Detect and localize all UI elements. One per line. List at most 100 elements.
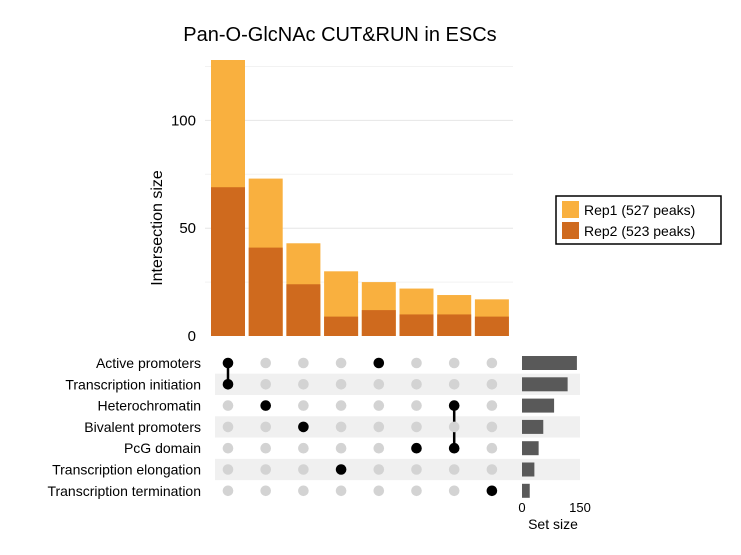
matrix-row-stripe xyxy=(215,373,580,395)
bar-rep2 xyxy=(399,314,434,336)
matrix-dot-inactive xyxy=(260,464,272,475)
matrix-dot-inactive xyxy=(373,379,385,390)
matrix-dot-active xyxy=(222,357,234,369)
bar-rep2 xyxy=(211,187,245,336)
legend-swatch xyxy=(562,201,579,218)
matrix-dot-inactive xyxy=(411,400,422,411)
matrix-dot-inactive xyxy=(448,379,460,390)
set-size-bar xyxy=(522,441,539,456)
matrix-dot-inactive xyxy=(373,464,385,475)
matrix-layer xyxy=(222,357,498,497)
matrix-dot-active xyxy=(373,357,385,369)
matrix-dot-inactive xyxy=(411,485,422,497)
matrix-dot-inactive xyxy=(448,464,460,475)
matrix-dot-inactive xyxy=(373,442,385,454)
stripes-layer xyxy=(215,373,580,481)
matrix-dot-inactive xyxy=(411,464,422,475)
set-label: Heterochromatin xyxy=(98,398,202,414)
matrix-dot-inactive xyxy=(486,421,498,433)
bar-rep2 xyxy=(361,310,396,336)
matrix-dot-active xyxy=(486,485,498,497)
set-size-bar xyxy=(522,419,544,434)
matrix-dot-inactive xyxy=(486,357,498,369)
set-size-bar xyxy=(522,398,555,413)
matrix-dot-inactive xyxy=(298,442,309,454)
set-size-bar xyxy=(522,377,568,392)
y-axis-label: Intersection size xyxy=(149,170,166,286)
matrix-dot-inactive xyxy=(335,442,347,454)
bar-rep2 xyxy=(324,316,359,336)
bar-rep2 xyxy=(286,284,321,336)
bars-layer xyxy=(211,60,509,336)
matrix-dot-inactive xyxy=(486,400,498,411)
matrix-dot-inactive xyxy=(335,379,347,390)
matrix-dot-inactive xyxy=(260,379,272,390)
set-size-bar xyxy=(522,483,530,498)
chart-title: Pan-O-GlcNAc CUT&RUN in ESCs xyxy=(183,24,496,46)
matrix-dot-inactive xyxy=(411,421,422,433)
matrix-dot-inactive xyxy=(260,442,272,454)
matrix-row-stripe xyxy=(215,416,580,438)
legend-box xyxy=(555,195,722,245)
matrix-dot-active xyxy=(448,400,460,411)
matrix-dot-inactive xyxy=(486,379,498,390)
matrix-dot-inactive xyxy=(335,357,347,369)
matrix-dot-active xyxy=(335,464,347,475)
matrix-dot-active xyxy=(411,442,422,454)
matrix-dot-inactive xyxy=(298,400,309,411)
bar-rep2 xyxy=(474,316,509,336)
bar-rep2 xyxy=(437,314,472,336)
matrix-dot-inactive xyxy=(260,421,272,433)
set-label: Transcription termination xyxy=(47,483,201,499)
set-size-bar xyxy=(522,462,535,477)
matrix-dot-inactive xyxy=(222,421,234,433)
matrix-dot-inactive xyxy=(222,400,234,411)
y-tick-label: 50 xyxy=(179,220,196,237)
set-labels: Active promoters Transcription initiation… xyxy=(47,355,201,499)
matrix-dot-inactive xyxy=(298,485,309,497)
matrix-dot-inactive xyxy=(222,464,234,475)
matrix-dot-inactive xyxy=(222,442,234,454)
y-tick-label: 100 xyxy=(171,112,196,129)
matrix-dot-inactive xyxy=(373,485,385,497)
matrix-dot-inactive xyxy=(335,421,347,433)
matrix-dot-inactive xyxy=(448,357,460,369)
set-size-bars: 0 150 xyxy=(518,356,591,515)
matrix-dot-inactive xyxy=(335,485,347,497)
set-size-tick-label: 150 xyxy=(569,500,591,515)
matrix-dot-inactive xyxy=(448,421,460,433)
set-label: Bivalent promoters xyxy=(84,419,201,435)
set-size-tick-label: 0 xyxy=(518,500,525,515)
set-size-bar xyxy=(522,356,577,370)
legend: Rep1 (527 peaks) Rep2 (523 peaks) xyxy=(555,195,722,245)
matrix-row-stripe xyxy=(215,458,580,481)
bar-rep2 xyxy=(248,247,283,336)
matrix-dot-inactive xyxy=(373,421,385,433)
matrix-dot-inactive xyxy=(222,485,234,497)
matrix-dot-inactive xyxy=(260,357,272,369)
matrix-dot-active xyxy=(260,400,272,411)
matrix-dot-inactive xyxy=(411,357,422,369)
matrix-dot-inactive xyxy=(486,464,498,475)
matrix-dot-inactive xyxy=(335,400,347,411)
matrix-dot-active xyxy=(222,379,234,390)
matrix-dot-inactive xyxy=(373,400,385,411)
matrix-dot-inactive xyxy=(298,357,309,369)
set-label: PcG domain xyxy=(124,440,201,456)
y-ticks: 0 50 100 xyxy=(171,112,196,345)
matrix-dot-inactive xyxy=(411,379,422,390)
matrix-dot-inactive xyxy=(448,485,460,497)
matrix-dot-active xyxy=(448,442,460,454)
matrix-dot-inactive xyxy=(486,442,498,454)
legend-label: Rep2 (523 peaks) xyxy=(584,223,695,239)
matrix-dot-inactive xyxy=(298,464,309,475)
legend-swatch xyxy=(562,222,579,239)
set-size-label: Set size xyxy=(528,516,578,532)
set-label: Transcription elongation xyxy=(52,462,201,478)
y-tick-label: 0 xyxy=(188,328,196,345)
matrix-dot-inactive xyxy=(298,379,309,390)
legend-label: Rep1 (527 peaks) xyxy=(584,202,695,218)
matrix-dot-active xyxy=(298,421,309,433)
